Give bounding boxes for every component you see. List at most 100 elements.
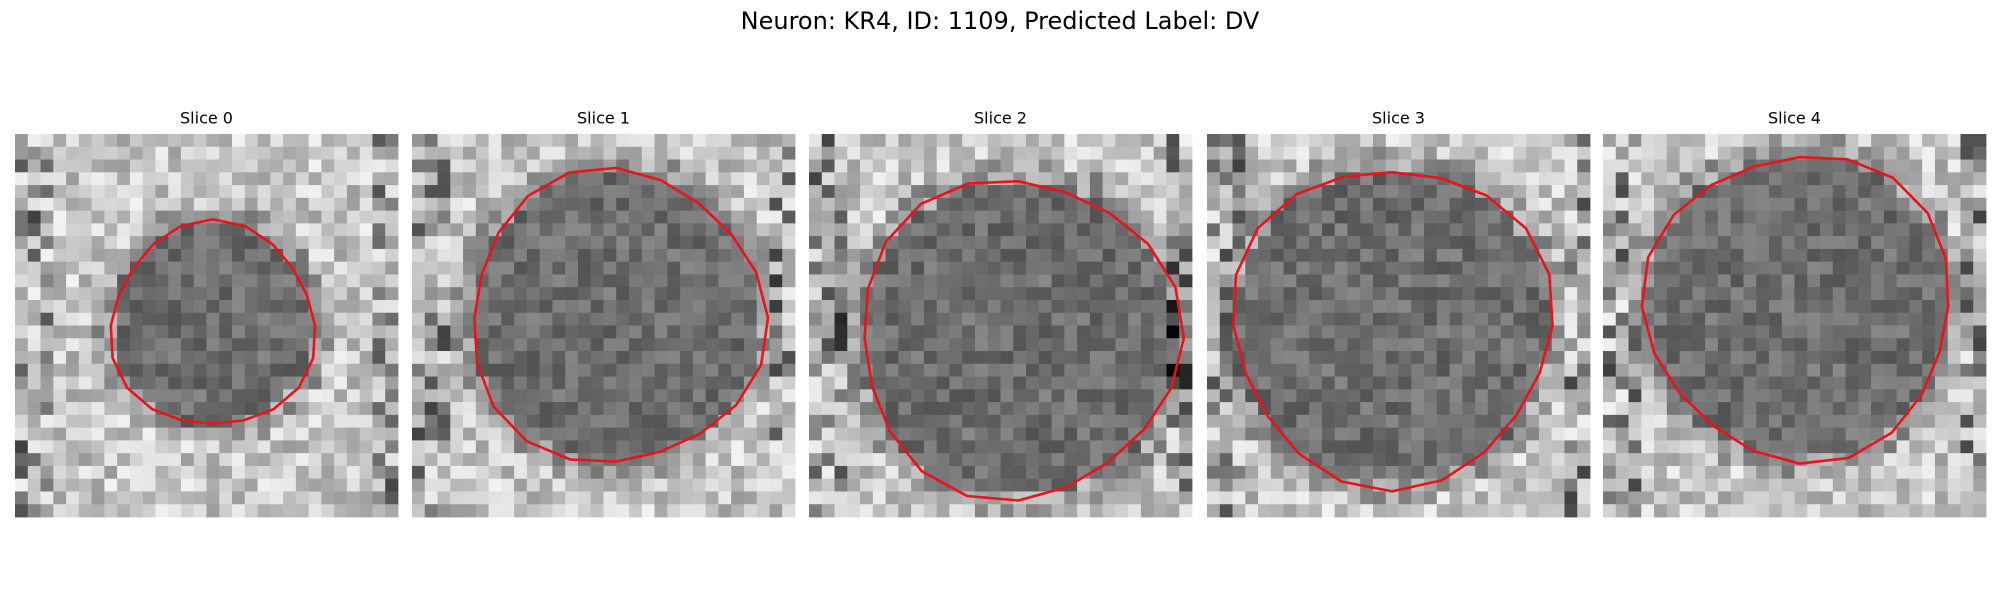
pixel: [743, 414, 758, 429]
pixel: [949, 274, 963, 288]
pixel: [847, 299, 861, 314]
pixel: [923, 287, 938, 301]
pixel: [219, 325, 233, 339]
pixel: [27, 210, 41, 224]
pixel: [847, 440, 861, 454]
pixel: [1334, 504, 1348, 518]
pixel: [860, 236, 874, 250]
pixel: [743, 338, 758, 352]
pixel: [1922, 236, 1936, 250]
pixel: [1026, 427, 1040, 441]
pixel: [1296, 338, 1310, 352]
pixel: [911, 389, 925, 403]
pixel: [743, 389, 758, 403]
pixel: [1577, 210, 1591, 224]
pixel: [1500, 299, 1514, 314]
pixel: [1115, 453, 1129, 467]
pixel: [1500, 134, 1514, 148]
pixel: [244, 274, 258, 288]
pixel: [1679, 236, 1693, 250]
pixel: [66, 287, 80, 301]
pixel: [1705, 453, 1719, 467]
pixel: [193, 261, 207, 275]
pixel: [590, 299, 604, 314]
pixel: [1245, 453, 1259, 467]
pixel: [66, 478, 80, 492]
pixel: [244, 351, 258, 365]
pixel: [1064, 248, 1078, 263]
pixel: [1743, 402, 1757, 416]
pixel: [1038, 414, 1052, 429]
pixel: [809, 261, 823, 275]
pixel: [1896, 478, 1910, 492]
pixel: [1347, 504, 1361, 518]
pixel: [514, 236, 528, 250]
pixel: [936, 389, 950, 403]
pixel: [923, 504, 938, 518]
pixel: [359, 236, 373, 250]
pixel: [1436, 491, 1450, 505]
pixel: [437, 325, 451, 339]
pixel: [168, 402, 182, 416]
pixel: [1922, 453, 1936, 467]
pixel: [1794, 338, 1808, 352]
pixel: [1973, 172, 1987, 186]
pixel: [526, 210, 541, 224]
pixel: [15, 351, 29, 365]
pixel: [1296, 312, 1310, 326]
pixel: [1973, 351, 1987, 365]
pixel: [514, 363, 528, 377]
pixel: [155, 351, 169, 365]
pixel: [155, 299, 169, 314]
pixel: [769, 402, 783, 416]
pixel: [809, 453, 823, 467]
pixel: [219, 338, 233, 352]
pixel: [346, 504, 361, 518]
pixel: [1743, 414, 1757, 429]
pixel: [616, 261, 630, 275]
pixel: [270, 223, 284, 237]
pixel: [1538, 312, 1553, 326]
pixel: [731, 210, 745, 224]
pixel: [1666, 287, 1680, 301]
pixel: [346, 351, 361, 365]
pixel: [629, 389, 643, 403]
pixel: [1347, 197, 1361, 211]
pixel: [155, 210, 169, 224]
pixel: [1832, 389, 1846, 403]
pixel: [437, 338, 451, 352]
pixel: [66, 440, 80, 454]
pixel: [923, 299, 938, 314]
pixel: [539, 248, 553, 263]
pixel: [1500, 504, 1514, 518]
pixel: [1603, 159, 1617, 173]
pixel: [91, 389, 105, 403]
pixel: [1153, 465, 1167, 480]
pixel: [1564, 414, 1578, 429]
pixel: [552, 504, 566, 518]
pixel: [1858, 402, 1872, 416]
pixel: [1807, 453, 1821, 467]
pixel: [1679, 440, 1693, 454]
pixel: [1334, 287, 1348, 301]
pixel: [1756, 210, 1770, 224]
pixel: [1909, 504, 1923, 518]
pixel: [526, 159, 541, 173]
pixel: [412, 325, 426, 339]
pixel: [1115, 504, 1129, 518]
pixel: [962, 274, 976, 288]
pixel: [1321, 299, 1336, 314]
pixel: [872, 351, 886, 365]
pixel: [53, 491, 67, 505]
pixel: [1372, 402, 1387, 416]
pixel: [949, 197, 963, 211]
pixel: [295, 159, 310, 173]
pixel: [1334, 414, 1348, 429]
pixel: [1166, 312, 1180, 326]
pixel: [1781, 491, 1795, 505]
pixel: [974, 389, 989, 403]
pixel: [1270, 453, 1284, 467]
pixel: [463, 248, 477, 263]
pixel: [1603, 146, 1617, 160]
pixel: [1270, 440, 1284, 454]
